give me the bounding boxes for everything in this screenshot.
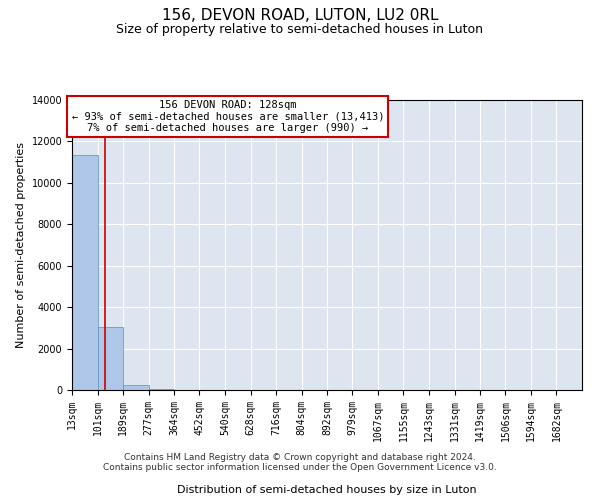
Text: Distribution of semi-detached houses by size in Luton: Distribution of semi-detached houses by … — [177, 485, 477, 495]
Bar — [123, 385, 149, 390]
Text: Contains public sector information licensed under the Open Government Licence v3: Contains public sector information licen… — [103, 464, 497, 472]
Text: 156 DEVON ROAD: 128sqm
← 93% of semi-detached houses are smaller (13,413)
7% of : 156 DEVON ROAD: 128sqm ← 93% of semi-det… — [71, 100, 384, 133]
Y-axis label: Number of semi-detached properties: Number of semi-detached properties — [16, 142, 26, 348]
Text: 156, DEVON ROAD, LUTON, LU2 0RL: 156, DEVON ROAD, LUTON, LU2 0RL — [162, 8, 438, 22]
Bar — [149, 389, 174, 390]
Text: Size of property relative to semi-detached houses in Luton: Size of property relative to semi-detach… — [116, 22, 484, 36]
Bar — [98, 327, 123, 390]
Text: Contains HM Land Registry data © Crown copyright and database right 2024.: Contains HM Land Registry data © Crown c… — [124, 454, 476, 462]
Bar — [72, 155, 98, 390]
